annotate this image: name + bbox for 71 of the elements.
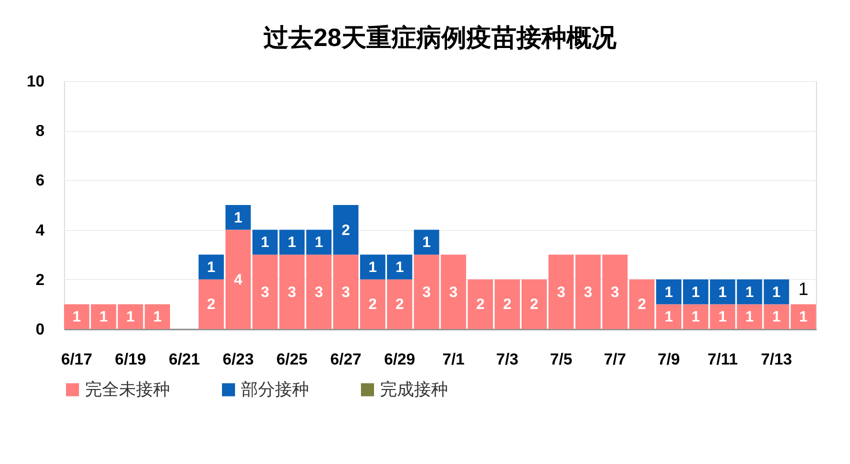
- data-label: 1: [745, 284, 754, 301]
- data-label: 1: [126, 308, 135, 326]
- data-label: 3: [260, 284, 270, 301]
- data-label: 1: [692, 308, 700, 326]
- legend-label: 部分接种: [241, 380, 309, 399]
- data-label: 1: [718, 284, 727, 301]
- bar: [225, 205, 251, 230]
- data-label: 1: [207, 259, 216, 276]
- x-tick-label: 7/7: [604, 352, 626, 368]
- x-tick-label: 7/13: [760, 352, 792, 368]
- data-label: 1: [99, 308, 108, 326]
- x-tick-label: 6/17: [61, 352, 92, 368]
- data-label: 1: [664, 308, 673, 326]
- data-label: 2: [395, 296, 404, 314]
- chart-title: 过去28天重症病例疫苗接种概况: [262, 24, 618, 52]
- x-tick-label: 7/3: [496, 352, 519, 368]
- data-label: 1: [772, 308, 781, 326]
- data-label: 3: [314, 284, 324, 301]
- data-label: 1: [234, 209, 242, 226]
- data-label: 1: [288, 234, 296, 252]
- y-tick-label: 10: [26, 74, 45, 90]
- data-label: 2: [503, 296, 512, 314]
- x-tick-label: 6/25: [276, 352, 308, 368]
- data-label: 1: [664, 284, 673, 301]
- bar: [414, 230, 440, 255]
- data-label: 1: [72, 308, 81, 326]
- data-label: 2: [368, 296, 377, 314]
- data-label: 1: [772, 284, 781, 301]
- data-label: 2: [476, 296, 485, 314]
- x-tick-label: 7/1: [442, 352, 465, 368]
- bar: [764, 279, 790, 304]
- data-label: 1: [260, 234, 270, 252]
- data-label: 1: [422, 234, 431, 252]
- data-label: 3: [422, 284, 431, 301]
- data-label: 1: [153, 308, 162, 326]
- x-tick-label: 7/9: [658, 352, 680, 368]
- bar: [198, 254, 224, 280]
- x-tick-label: 7/11: [707, 352, 738, 368]
- legend-label: 完成接种: [380, 380, 448, 399]
- data-label: 3: [584, 284, 592, 301]
- y-tick-label: 0: [36, 322, 45, 338]
- x-tick-label: 7/5: [550, 352, 572, 368]
- y-tick-label: 2: [36, 272, 45, 289]
- y-tick-label: 6: [36, 172, 45, 190]
- data-label: 1: [718, 308, 727, 326]
- y-tick-label: 8: [36, 123, 45, 140]
- data-label: 1: [395, 259, 404, 276]
- data-label: 3: [610, 284, 620, 301]
- data-label: 2: [342, 222, 350, 239]
- data-label: 1: [692, 284, 700, 301]
- data-label: 1: [314, 234, 324, 252]
- data-label: 4: [234, 271, 243, 288]
- data-label: 1: [368, 259, 377, 276]
- x-tick-label: 6/27: [330, 352, 362, 368]
- data-label: 3: [556, 284, 566, 301]
- x-tick-label: 6/23: [222, 352, 254, 368]
- data-label: 1: [799, 308, 808, 326]
- data-label: 1: [745, 308, 754, 326]
- x-tick-label: 6/19: [114, 352, 146, 368]
- x-tick-label: 6/29: [384, 352, 416, 368]
- total-label: 1: [798, 279, 808, 300]
- data-label: 2: [207, 296, 216, 314]
- y-tick-label: 4: [36, 222, 45, 240]
- data-label: 2: [638, 296, 646, 314]
- data-label: 2: [530, 296, 538, 314]
- data-label: 3: [342, 284, 350, 301]
- data-label: 3: [288, 284, 296, 301]
- x-tick-label: 6/21: [168, 352, 200, 368]
- data-label: 3: [449, 284, 458, 301]
- bar: [252, 230, 278, 255]
- legend-label: 完全未接种: [85, 380, 170, 399]
